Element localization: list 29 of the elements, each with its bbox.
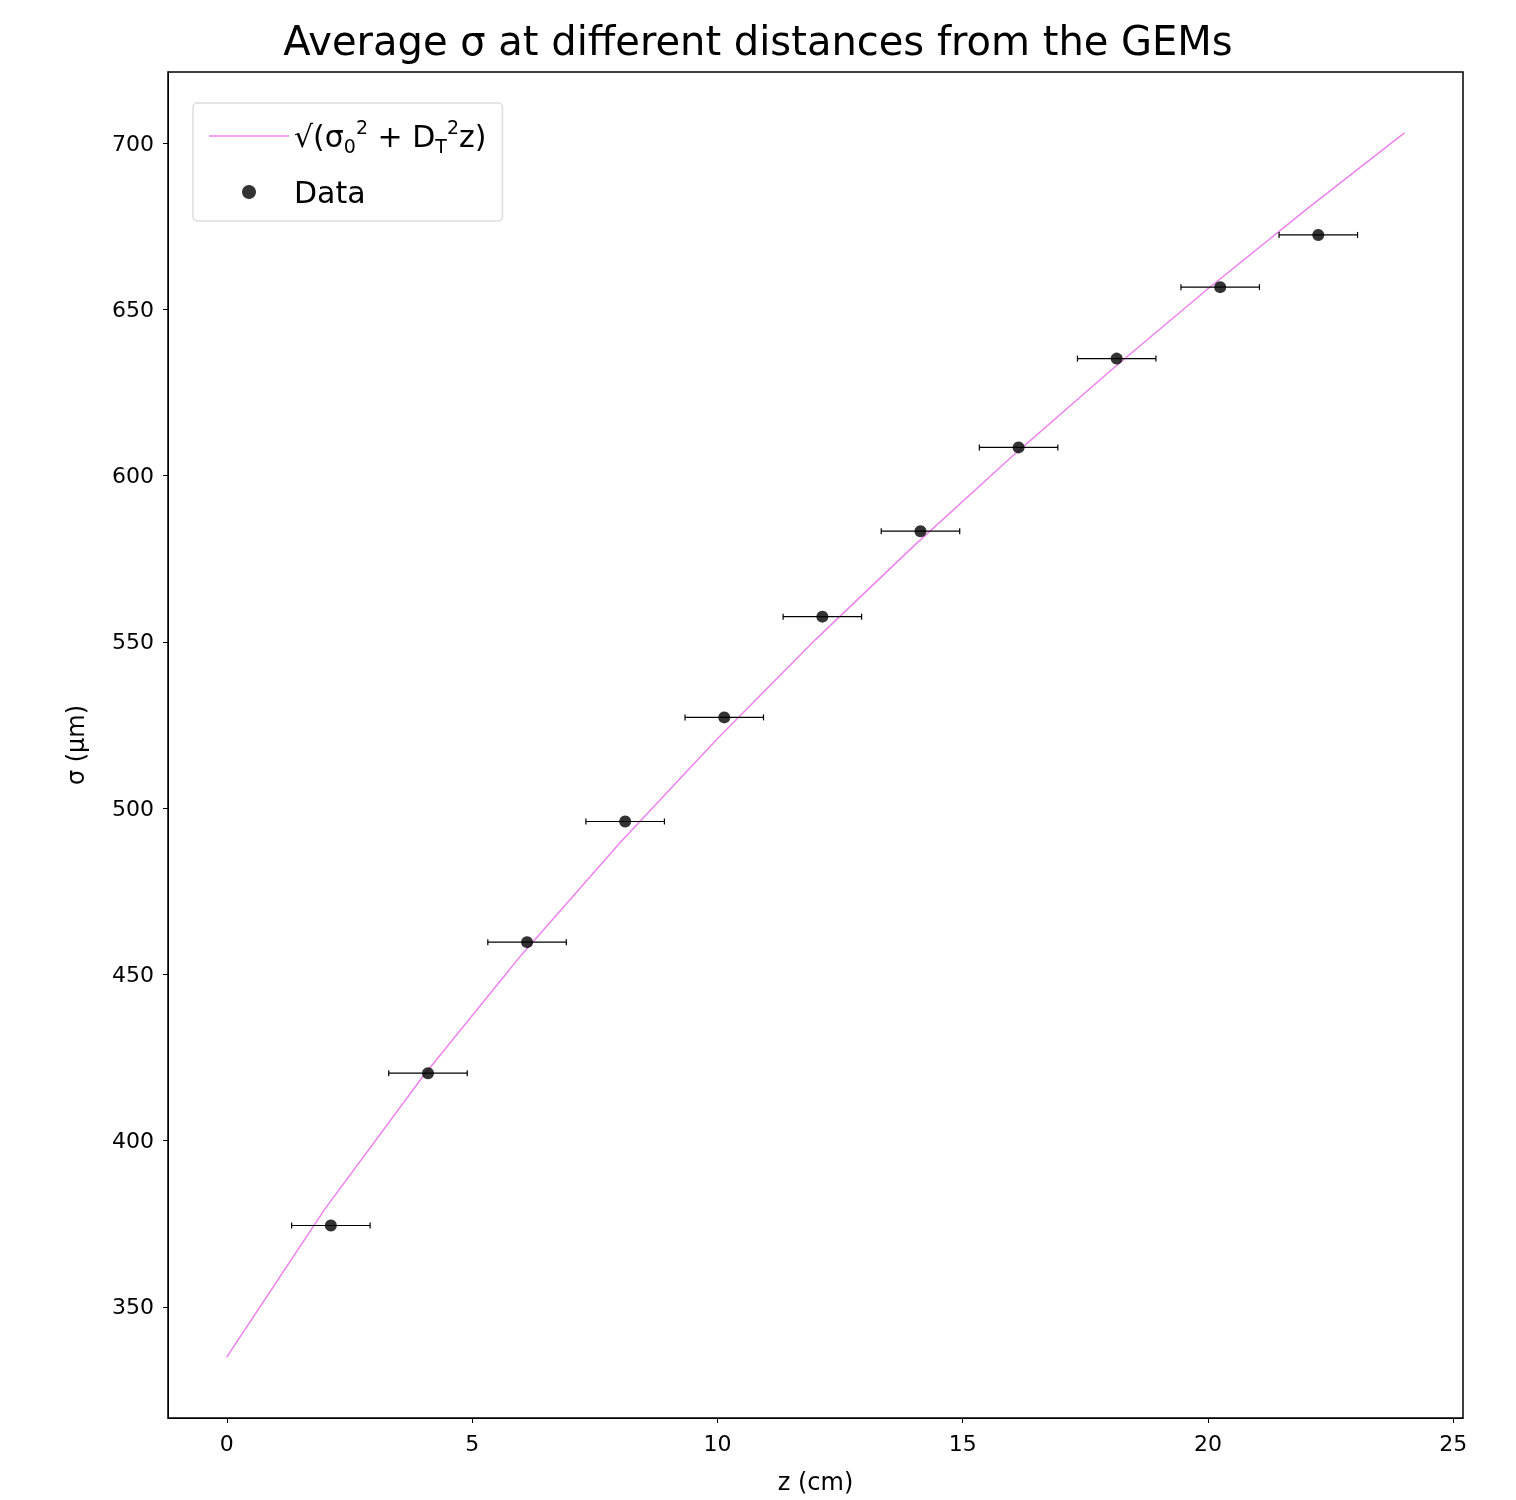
- point: [914, 525, 927, 538]
- x-tick-label: 25: [1439, 1430, 1468, 1456]
- chart-title: Average σ at different distances from the GEMs: [283, 18, 1233, 64]
- point: [718, 711, 731, 724]
- x-tick-label: 20: [1193, 1430, 1222, 1456]
- point: [619, 815, 632, 828]
- y-tick-label: 650: [112, 296, 154, 322]
- x-tick-label: 15: [948, 1430, 977, 1456]
- y-tick-label: 350: [112, 1294, 154, 1320]
- point: [521, 936, 534, 949]
- y-tick-label: 500: [112, 795, 154, 821]
- point: [816, 610, 829, 623]
- x-tick-label: 10: [703, 1430, 732, 1456]
- point: [1312, 228, 1325, 241]
- point: [1214, 281, 1227, 294]
- x-tick-label: 0: [219, 1430, 234, 1456]
- y-tick-label: 600: [112, 463, 154, 489]
- y-tick-label: 450: [112, 961, 154, 987]
- y-tick-label: 700: [112, 130, 154, 156]
- point: [421, 1067, 434, 1080]
- point: [324, 1219, 337, 1232]
- x-axis-title: z (cm): [777, 1468, 854, 1496]
- legend-label: Data: [294, 174, 366, 210]
- y-tick-label: 400: [112, 1128, 154, 1154]
- x-tick-label: 5: [465, 1430, 480, 1456]
- y-axis-title: σ (μm): [62, 704, 90, 786]
- point: [1012, 441, 1025, 454]
- y-tick-label: 550: [112, 629, 154, 655]
- point: [1110, 352, 1123, 365]
